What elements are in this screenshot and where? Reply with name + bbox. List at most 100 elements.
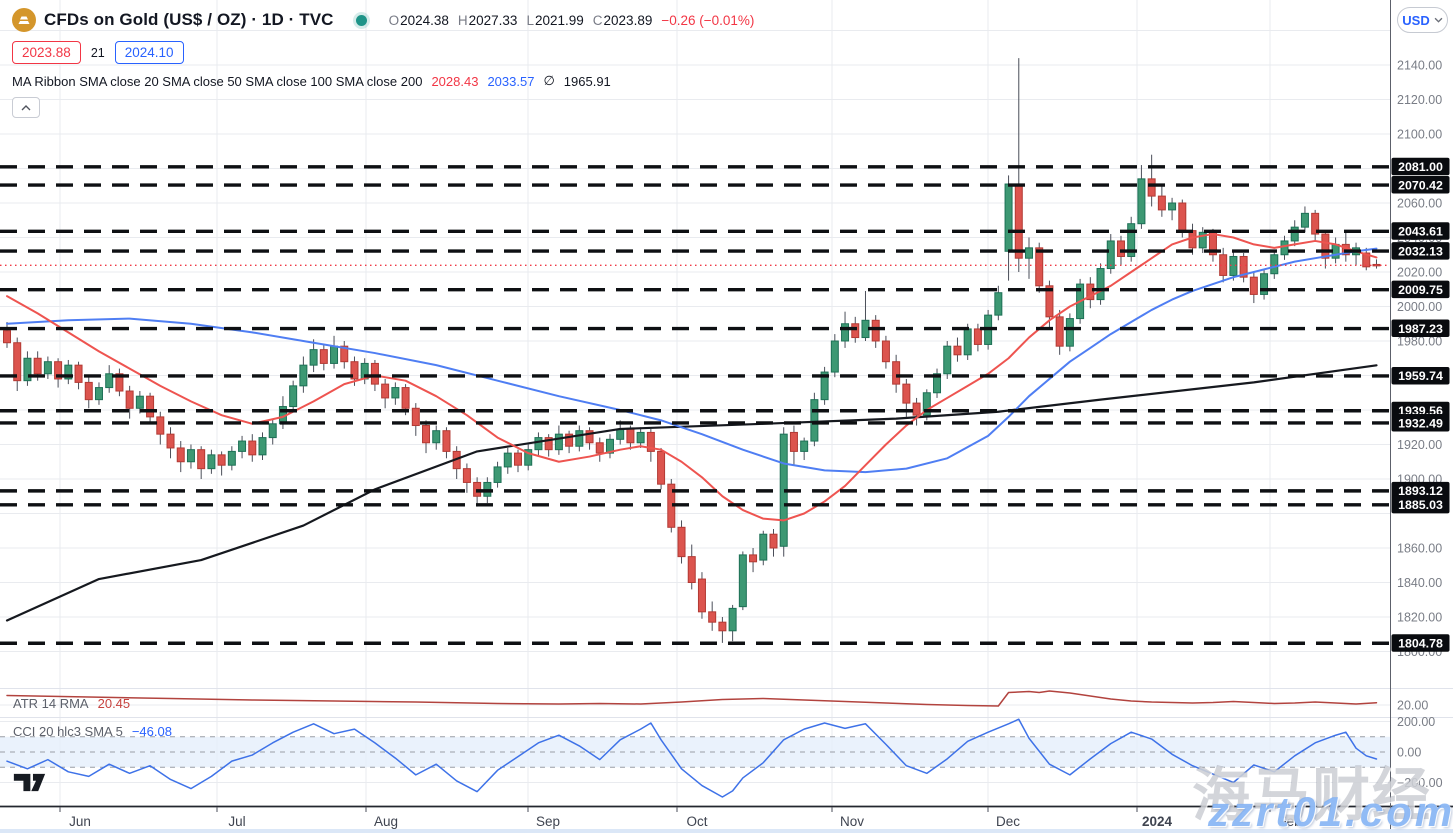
support-resistance-levels[interactable]	[0, 165, 1390, 645]
candle	[646, 431, 655, 452]
candle	[350, 361, 359, 380]
candle	[146, 395, 155, 418]
candle	[401, 387, 410, 409]
candle	[391, 387, 400, 399]
candle	[1311, 212, 1320, 235]
svg-text:Jul: Jul	[228, 814, 245, 829]
svg-text:1980.00: 1980.00	[1397, 335, 1442, 349]
candle	[125, 390, 134, 409]
candle	[677, 526, 686, 558]
candle	[902, 383, 911, 404]
svg-text:1932.49: 1932.49	[1398, 416, 1443, 430]
candle	[708, 611, 717, 623]
candle	[657, 450, 666, 485]
candle	[718, 621, 727, 632]
candle	[43, 361, 52, 375]
candle	[115, 373, 124, 392]
candle	[462, 468, 471, 483]
svg-text:2020.00: 2020.00	[1397, 266, 1442, 280]
svg-text:1959.74: 1959.74	[1398, 369, 1443, 383]
cci-value: −46.08	[131, 724, 172, 739]
candle	[197, 449, 206, 470]
candle	[381, 383, 390, 399]
candle	[207, 454, 216, 470]
cci-legend[interactable]: CCI 20 hlc3 SMA 5 −46.08	[13, 724, 172, 739]
candle	[493, 466, 502, 483]
ma-avg-value: 1965.91	[563, 73, 611, 89]
gold-coin-icon	[12, 8, 36, 32]
candle	[994, 292, 1003, 316]
time-axis[interactable]: Jun Jul Aug Sep Oct Nov Dec 2024 Feb	[59, 807, 1302, 830]
candle	[238, 440, 247, 452]
sell-bid-button[interactable]: 2023.88	[12, 41, 81, 64]
candle	[227, 450, 236, 466]
candle	[626, 428, 635, 444]
symbol-title[interactable]: CFDs on Gold (US$ / OZ) · 1D · TVC	[44, 10, 334, 29]
candle	[299, 364, 308, 387]
buy-ask-button[interactable]: 2024.10	[114, 41, 184, 64]
candle	[411, 407, 420, 427]
candle	[514, 452, 522, 466]
low-value: 2021.99	[534, 12, 584, 28]
candle	[554, 433, 563, 451]
candle	[340, 345, 349, 363]
candle	[3, 330, 11, 344]
price-badge	[1391, 222, 1450, 240]
candle	[186, 449, 195, 463]
candle	[881, 340, 890, 363]
candle	[953, 345, 962, 356]
candlestick-series[interactable]	[3, 58, 1381, 643]
change-value: −0.26 (−0.01%)	[661, 12, 755, 28]
candle	[156, 416, 165, 435]
candle	[973, 328, 982, 345]
candle	[851, 323, 860, 339]
cci-label: CCI 20 hlc3 SMA 5	[13, 724, 123, 739]
atr-line	[6, 690, 1378, 707]
candle	[64, 364, 73, 380]
svg-text:1893.12: 1893.12	[1398, 484, 1443, 498]
svg-text:2032.13: 2032.13	[1398, 244, 1443, 258]
price-badge	[1391, 157, 1450, 176]
candle	[841, 323, 850, 342]
candle	[94, 387, 103, 401]
candle	[1270, 254, 1279, 275]
price-badge	[1391, 413, 1450, 432]
candle	[616, 428, 625, 440]
atr-legend[interactable]: ATR 14 RMA 20.45	[13, 696, 130, 711]
currency-selector-button[interactable]: USD	[1397, 7, 1448, 33]
candle	[33, 357, 42, 375]
candle	[728, 607, 737, 632]
ma-ribbon-legend[interactable]: MA Ribbon SMA close 20 SMA close 50 SMA …	[12, 73, 754, 89]
price-badge	[1391, 366, 1450, 385]
candle	[1321, 233, 1330, 259]
candle	[1219, 254, 1228, 276]
candle	[330, 345, 339, 364]
candle	[1137, 178, 1146, 225]
currency-label: USD	[1402, 12, 1430, 28]
price-axis[interactable]: 2140.002120.002100.002060.002040.002020.…	[1397, 59, 1443, 791]
tradingview-logo-icon[interactable]	[13, 771, 46, 799]
candle	[1045, 285, 1054, 318]
price-level-badges: 2081.00 2070.42 2043.61 2032.13 2009.75 1987.…	[1391, 157, 1450, 652]
ma-avg-symbol: ∅	[543, 73, 555, 88]
ohlc-readout: O2024.38 H2027.33 L2021.99 C2023.89 −0.2…	[388, 12, 755, 28]
ma-ribbon-label: MA Ribbon SMA close 20 SMA close 50 SMA …	[12, 73, 423, 89]
candle	[13, 342, 22, 382]
svg-text:2120.00: 2120.00	[1397, 93, 1442, 107]
candle	[1086, 283, 1095, 301]
candle	[319, 349, 328, 364]
svg-text:2000.00: 2000.00	[1397, 300, 1442, 314]
candle	[524, 449, 533, 466]
svg-text:1885.03: 1885.03	[1398, 498, 1443, 512]
candle	[892, 361, 901, 385]
ma-black-line	[5, 364, 1378, 622]
market-status-dot[interactable]	[355, 14, 367, 26]
candle	[697, 578, 706, 613]
candle	[871, 319, 880, 342]
collapse-indicators-button[interactable]	[12, 97, 40, 118]
candle	[922, 392, 931, 416]
ma-red-line	[6, 233, 1378, 522]
candle	[1014, 183, 1023, 259]
